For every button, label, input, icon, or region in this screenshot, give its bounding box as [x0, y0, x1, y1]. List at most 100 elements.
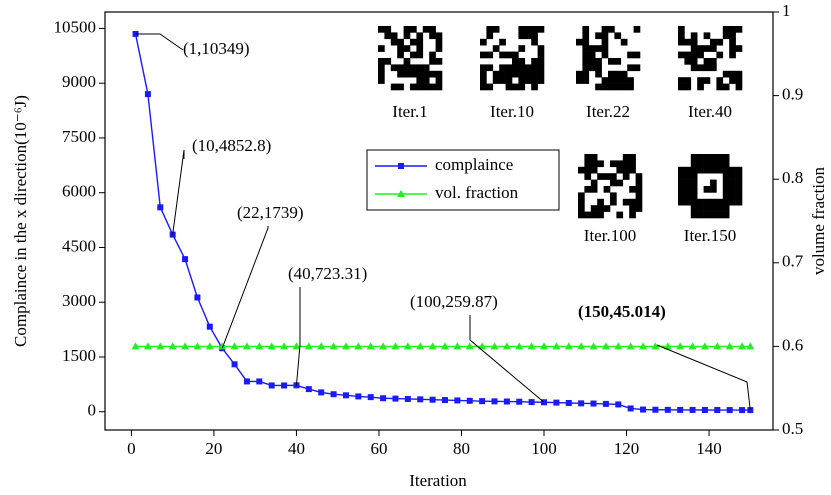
- inset-pixel: [397, 38, 404, 46]
- inset-pixel: [590, 154, 598, 161]
- inset-pixel: [729, 77, 736, 84]
- inset-pixel: [610, 160, 617, 168]
- y2-tick-label: 0.5: [782, 419, 803, 438]
- marker: [714, 407, 721, 414]
- inset-pixel: [627, 51, 634, 59]
- y-tick-label: 1500: [62, 346, 96, 365]
- y2-tick-label: 0.7: [782, 252, 804, 271]
- inset-pixel: [578, 166, 585, 174]
- inset-pixel: [608, 58, 615, 65]
- inset-pixel: [678, 51, 685, 59]
- inset-pixel: [390, 64, 398, 72]
- marker: [380, 395, 387, 402]
- inset-pixel: [416, 83, 424, 91]
- marker: [515, 342, 524, 350]
- inset-pixel: [614, 32, 622, 40]
- x-tick-label: 40: [288, 439, 305, 458]
- inset-pixel: [505, 70, 513, 78]
- inset-pixel: [582, 51, 590, 59]
- inset-pixel: [610, 198, 617, 206]
- marker: [156, 342, 165, 350]
- marker: [479, 398, 486, 405]
- marker: [590, 400, 597, 407]
- inset-pixel: [597, 173, 604, 180]
- inset-pixel: [403, 26, 411, 33]
- annotation-leader: [221, 226, 269, 349]
- inset-pixel: [629, 166, 636, 174]
- inset-pixel: [616, 160, 624, 168]
- inset-pixel: [614, 70, 622, 78]
- inset-pixel: [635, 186, 643, 193]
- inset-pixel: [716, 51, 724, 59]
- inset-pixel: [537, 77, 545, 84]
- inset-pixel: [697, 160, 704, 168]
- marker: [193, 342, 202, 350]
- inset-pixel: [678, 26, 685, 33]
- inset-pixel: [590, 160, 598, 168]
- inset-pixel: [678, 38, 685, 46]
- inset-pixel: [716, 198, 724, 206]
- inset-pixel: [422, 26, 430, 33]
- marker: [713, 342, 722, 350]
- inset-pixel: [595, 70, 602, 78]
- inset-pixel: [595, 45, 602, 52]
- inset-pixel: [722, 160, 730, 168]
- marker: [615, 401, 622, 408]
- inset-pixel: [690, 51, 698, 59]
- inset-pixel: [403, 64, 411, 72]
- inset-pixel: [635, 198, 643, 206]
- inset-pixel: [582, 26, 590, 33]
- inset-pixel: [505, 77, 513, 84]
- inset-pixel: [678, 186, 685, 193]
- marker: [143, 342, 152, 350]
- marker: [738, 342, 747, 350]
- inset-pixel: [690, 160, 698, 168]
- inset-pixel: [584, 186, 592, 193]
- inset-pixel: [633, 26, 641, 33]
- inset-pixel: [722, 83, 730, 91]
- inset-pixel: [537, 51, 545, 59]
- inset-pixel: [716, 154, 724, 161]
- inset-pixel: [492, 26, 500, 33]
- inset-pixel: [390, 38, 398, 46]
- marker: [256, 378, 263, 385]
- inset-pixel: [582, 64, 590, 72]
- inset-pixel: [635, 205, 643, 212]
- inset-pixel: [403, 58, 411, 65]
- inset-pixel: [588, 64, 596, 72]
- marker: [553, 399, 560, 406]
- inset-pixel: [492, 77, 500, 84]
- inset-pixel: [684, 83, 692, 91]
- inset-pixel: [684, 38, 692, 46]
- inset-pixel: [590, 179, 598, 187]
- marker: [564, 342, 573, 350]
- marker: [330, 391, 337, 398]
- inset-pixel: [703, 186, 711, 193]
- inset-pixel: [635, 179, 643, 187]
- inset-pixel: [620, 38, 628, 46]
- marker: [366, 342, 375, 350]
- inset-pixel: [614, 77, 622, 84]
- marker: [664, 406, 671, 413]
- y-tick-label: 10500: [54, 17, 97, 36]
- inset-pixel: [410, 38, 417, 46]
- inset-pixel: [378, 64, 385, 72]
- inset-pixel: [684, 51, 692, 59]
- inset-pixel: [697, 205, 704, 212]
- inset-pixel: [601, 32, 609, 40]
- annotation: (22,1739): [237, 203, 304, 222]
- x-tick-label: 140: [696, 439, 722, 458]
- inset-pixel: [629, 186, 636, 193]
- marker: [194, 294, 201, 301]
- inset-pixel: [703, 77, 711, 84]
- marker: [441, 397, 448, 404]
- inset-label: Iter.150: [684, 226, 736, 245]
- marker: [379, 342, 388, 350]
- inset-pixel: [584, 154, 592, 161]
- inset-pixel: [578, 198, 585, 206]
- x-tick-label: 20: [205, 439, 222, 458]
- inset-pixel: [512, 83, 519, 91]
- inset-pixel: [627, 83, 634, 91]
- legend-box: [366, 149, 560, 211]
- marker: [639, 342, 648, 350]
